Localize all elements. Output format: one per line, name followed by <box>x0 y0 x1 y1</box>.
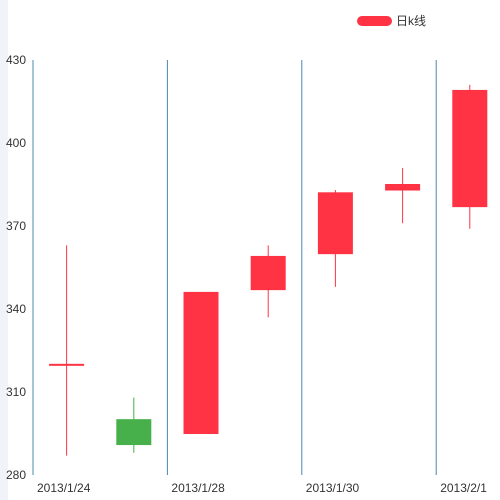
candle-body <box>250 255 286 291</box>
candle-body <box>183 291 219 434</box>
candle-body <box>116 419 152 446</box>
y-tick-label: 280 <box>6 468 26 482</box>
candle-body <box>385 184 421 191</box>
y-tick-label: 400 <box>6 136 26 150</box>
candle-body <box>317 192 353 255</box>
y-tick-label: 430 <box>6 53 26 67</box>
x-tick-label: 2013/2/1 <box>440 481 487 495</box>
x-tick-label: 2013/1/24 <box>37 481 91 495</box>
candle-body <box>452 89 488 208</box>
x-tick-label: 2013/1/28 <box>171 481 225 495</box>
legend-label: 日k线 <box>396 14 427 28</box>
x-tick-label: 2013/1/30 <box>306 481 360 495</box>
y-tick-label: 340 <box>6 302 26 316</box>
left-edge-strip <box>0 0 8 500</box>
legend[interactable]: 日k线 <box>357 12 426 29</box>
y-tick-label: 370 <box>6 219 26 233</box>
legend-swatch <box>357 15 392 26</box>
candle-body <box>49 363 85 366</box>
y-tick-label: 310 <box>6 385 26 399</box>
